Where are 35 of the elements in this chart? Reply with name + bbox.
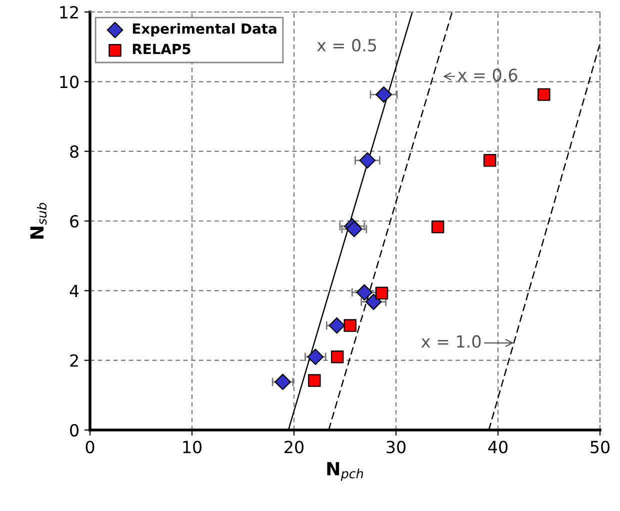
point (483, 154, 496, 167)
point (328, 317, 346, 334)
legend-label: RELAP5 (132, 44, 190, 54)
x-tick-label: 0 (86, 440, 94, 454)
point (344, 319, 356, 332)
point (274, 374, 291, 390)
legend-label: Experimental Data (132, 23, 276, 37)
x-tick-label: 50 (590, 440, 610, 454)
y-tick-label: 10 (60, 76, 78, 88)
point (308, 374, 321, 387)
point (330, 350, 344, 364)
y-tick-label: 6 (70, 214, 79, 228)
x-tick-label: 10 (183, 440, 202, 454)
y-tick-label: 8 (70, 145, 78, 158)
x-tick-label: 30 (386, 440, 406, 454)
point (307, 348, 324, 366)
point (346, 220, 362, 238)
x-tick-label: 40 (488, 440, 508, 454)
y-tick-label: 0 (70, 424, 78, 437)
point (431, 220, 444, 234)
annotation: x = 1.0 (421, 335, 481, 348)
y-axis-title: N$_{sub}$ (30, 202, 47, 239)
x-tick-label: 20 (284, 440, 304, 454)
point (359, 152, 376, 169)
point (365, 294, 382, 310)
point (375, 286, 388, 300)
annotation: x = 0.5 (317, 38, 376, 52)
y-tick-label: 12 (60, 6, 78, 18)
point (538, 88, 550, 101)
point (356, 284, 373, 301)
y-tick-label: 2 (70, 354, 78, 367)
annotation: x = 0.6 (458, 68, 518, 82)
x-axis-title: N$_{pch}$ (327, 462, 363, 481)
point (376, 86, 392, 103)
y-tick-label: 4 (70, 284, 79, 297)
